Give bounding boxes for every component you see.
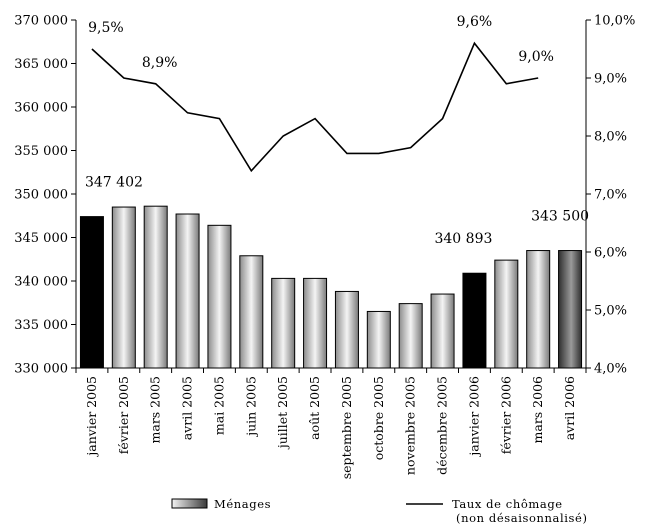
bar [462,272,487,369]
line-data-label: 9,0% [518,49,554,65]
line-path [91,41,539,173]
bar [366,310,391,369]
category-label: février 2006 [498,376,513,454]
legend-label-menages: Ménages [214,497,271,511]
category-label: mars 2006 [530,376,545,444]
left-tick-label: 370 000 [14,14,68,29]
left-tick-label: 335 000 [14,318,68,333]
category-label: mai 2005 [211,376,226,435]
legend: Ménages Taux de chômage(non désaisonnalis… [171,497,588,525]
right-tick-label: 7,0% [594,188,627,203]
line-data-label: 9,5% [88,20,124,36]
bar [143,205,168,369]
legend-label-taux: Taux de chômage [452,497,563,511]
category-label: juillet 2005 [275,376,290,450]
left-tick-label: 365 000 [14,57,68,72]
category-label: août 2005 [307,376,322,440]
category-label: janvier 2005 [84,376,99,458]
line-data-label: 9,6% [457,14,493,30]
bar [430,293,455,369]
right-tick-label: 8,0% [594,130,627,145]
bar-series-menages [79,205,583,369]
right-tick-label: 6,0% [594,246,627,261]
category-label: mars 2005 [148,376,163,443]
category-labels: janvier 2005 février 2005 mars 2005 avril 2… [84,376,577,479]
data-labels: 347 402 340 893 343 500 9,5% 8,9% 9,6% 9,0% [85,14,589,247]
bar [239,255,264,369]
left-tick-label: 345 000 [14,231,68,246]
legend-swatch-menages [171,498,208,509]
category-label: octobre 2005 [371,376,386,460]
category-label: novembre 2005 [403,376,418,475]
left-tick-label: 340 000 [14,275,68,290]
bar [398,303,423,369]
bar [558,250,583,369]
line-series-taux-de-chomage [91,41,539,173]
axes: 330 000 335 000 340 000 345 000 350 000 355 0… [14,14,635,377]
category-label: décembre 2005 [435,376,450,475]
bar-data-label: 347 402 [85,175,143,191]
bar [79,216,104,369]
left-tick-label: 330 000 [14,362,68,377]
bar-data-label: 343 500 [531,209,589,225]
category-label: avril 2006 [562,376,577,440]
left-tick-label: 360 000 [14,101,68,116]
right-tick-label: 9,0% [594,72,627,87]
bar [175,213,200,369]
bar [207,224,232,369]
left-tick-label: 355 000 [14,144,68,159]
bar-data-label: 340 893 [434,231,492,247]
legend-label-taux-note: (non désaisonnalisé) [456,511,588,525]
left-tick-label: 350 000 [14,188,68,203]
right-tick-label: 4,0% [594,362,627,377]
category-label: avril 2005 [180,376,195,440]
bar [334,290,359,369]
category-label: janvier 2006 [466,376,481,458]
bar [111,206,136,369]
category-label: septembre 2005 [339,376,354,479]
bar [271,277,296,369]
bar [303,277,328,369]
right-tick-label: 5,0% [594,304,627,319]
category-label: février 2005 [116,376,131,454]
bar [494,259,519,369]
category-label: juin 2005 [243,376,258,438]
right-tick-label: 10,0% [594,14,635,29]
line-data-label: 8,9% [142,55,178,71]
bar [526,250,551,369]
